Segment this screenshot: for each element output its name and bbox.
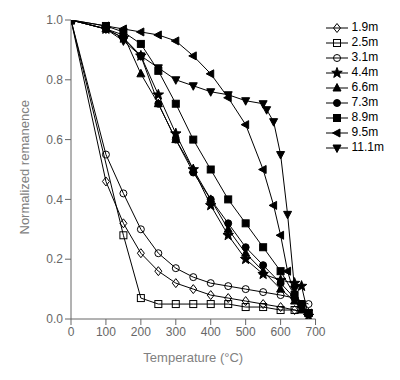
svg-text:500: 500 xyxy=(236,325,256,339)
html-text:6.6m: 6.6m xyxy=(351,80,379,94)
svg-text:0.4: 0.4 xyxy=(46,193,63,207)
html-text:3.1m: 3.1m xyxy=(351,50,379,64)
svg-text:0.8: 0.8 xyxy=(46,73,63,87)
html-text:1.9m: 1.9m xyxy=(351,20,379,34)
html-text:4.4m: 4.4m xyxy=(351,65,379,79)
svg-text:0.2: 0.2 xyxy=(46,252,63,266)
svg-text:Temperature (°C): Temperature (°C) xyxy=(143,350,243,365)
html-text:11.1m: 11.1m xyxy=(351,140,384,154)
svg-text:1.0: 1.0 xyxy=(46,13,63,27)
svg-text:400: 400 xyxy=(201,325,221,339)
svg-text:0.6: 0.6 xyxy=(46,133,63,147)
html-text:9.5m: 9.5m xyxy=(351,125,379,139)
svg-text:300: 300 xyxy=(166,325,186,339)
html-text:7.3m: 7.3m xyxy=(351,95,379,109)
svg-text:600: 600 xyxy=(271,325,291,339)
svg-text:0.0: 0.0 xyxy=(46,312,63,326)
svg-text:Normalized remanence: Normalized remanence xyxy=(17,100,32,234)
svg-text:100: 100 xyxy=(96,325,116,339)
html-text:8.9m: 8.9m xyxy=(351,110,379,124)
svg-text:700: 700 xyxy=(306,325,326,339)
svg-text:200: 200 xyxy=(131,325,151,339)
html-text:2.5m: 2.5m xyxy=(351,35,379,49)
svg-text:0: 0 xyxy=(68,325,75,339)
